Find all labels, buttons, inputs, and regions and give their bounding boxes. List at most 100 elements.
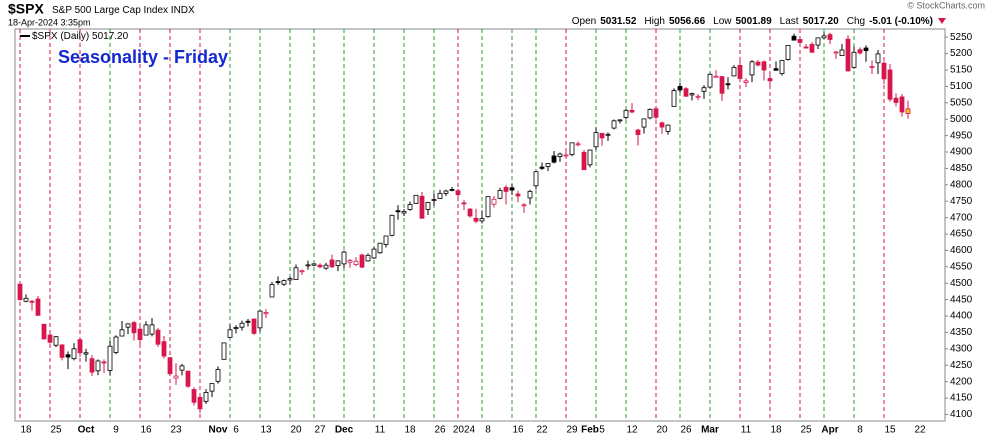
x-tick-label: 25 — [800, 425, 812, 436]
candle-body — [137, 328, 143, 341]
candle-body — [461, 202, 467, 205]
candle-body — [779, 60, 785, 75]
candle-body — [233, 327, 239, 329]
candle-body — [335, 260, 341, 266]
quote-label: Low — [713, 16, 732, 27]
candle-body — [149, 324, 155, 335]
candle-body — [71, 348, 77, 360]
candle-body — [311, 263, 317, 266]
candle-body — [551, 155, 557, 163]
candle-body — [395, 210, 401, 213]
candle-body — [197, 396, 203, 410]
candle-body — [797, 39, 803, 43]
candle-body — [707, 73, 713, 88]
x-tick-label: 16 — [512, 425, 524, 436]
x-tick-label: 25 — [50, 425, 62, 436]
candle-body — [593, 132, 599, 148]
candle-body — [545, 163, 551, 167]
y-tick-label: 4900 — [950, 147, 973, 158]
x-tick-label: 5 — [599, 425, 605, 436]
candle-body — [533, 171, 539, 187]
candle-body — [365, 254, 371, 262]
candle-body — [683, 88, 689, 97]
candle-body — [521, 204, 527, 207]
y-tick-label: 4650 — [950, 229, 973, 240]
candle-body — [467, 208, 473, 217]
y-tick-label: 4450 — [950, 294, 973, 305]
candle-body — [641, 118, 647, 128]
candle-body — [515, 193, 521, 197]
candle-body — [209, 383, 215, 392]
x-tick-label: 6 — [233, 425, 239, 436]
candle-body — [227, 329, 233, 338]
chart-title: Seasonality - Friday — [58, 47, 228, 67]
candle-body — [203, 392, 209, 402]
down-arrow — [938, 18, 946, 24]
y-tick-label: 5150 — [950, 65, 973, 76]
candle-body — [491, 198, 497, 205]
y-tick-label: 5100 — [950, 81, 973, 92]
y-tick-label: 4950 — [950, 130, 973, 141]
y-tick-label: 4550 — [950, 261, 973, 272]
candle-body — [869, 65, 875, 68]
y-tick-label: 5000 — [950, 114, 973, 125]
candle-body — [317, 264, 323, 268]
candle-body — [89, 358, 95, 373]
x-tick-label: 18 — [404, 425, 416, 436]
candle-body — [263, 312, 269, 315]
x-tick-label: 8 — [485, 425, 491, 436]
x-tick-label: 29 — [566, 425, 578, 436]
candle-body — [113, 336, 119, 353]
x-tick-label: Oct — [78, 425, 95, 436]
candle-body — [725, 83, 731, 86]
plot-frame — [14, 28, 946, 422]
x-tick-label: Nov — [209, 425, 228, 436]
symbol: $SPX — [8, 1, 44, 17]
candle-body — [773, 68, 779, 71]
candle-body — [425, 202, 431, 210]
y-tick-label: 4400 — [950, 311, 973, 322]
candle-body — [131, 322, 137, 334]
candle-body — [161, 341, 167, 357]
candle-body — [881, 62, 887, 80]
candle-body — [761, 61, 767, 71]
x-tick-label: 13 — [260, 425, 272, 436]
candle-body — [827, 34, 833, 40]
candle-body — [419, 195, 425, 219]
candle-body — [65, 354, 71, 358]
candle-body — [329, 259, 335, 268]
candle-body — [449, 189, 455, 191]
candle-body — [719, 76, 725, 94]
quote-value: 5031.52 — [600, 16, 637, 27]
candle-body — [59, 344, 65, 358]
x-tick-label: 22 — [914, 425, 926, 436]
quote-value: 5017.20 — [803, 16, 840, 27]
candle-body — [293, 267, 299, 281]
y-tick-label: 4500 — [950, 278, 973, 289]
candle-body — [455, 190, 461, 196]
candle-body — [527, 190, 533, 199]
candles — [17, 32, 911, 414]
quote-label: Open — [572, 16, 596, 27]
friday-lines — [19, 29, 885, 421]
candle-body — [557, 153, 563, 158]
y-tick-label: 4200 — [950, 376, 973, 387]
candle-body — [611, 120, 617, 129]
candle-body — [143, 324, 149, 336]
candle-body — [737, 65, 743, 79]
candle-body — [899, 96, 905, 113]
candle-body — [53, 336, 59, 346]
candle-body — [833, 51, 839, 54]
y-tick-label: 4250 — [950, 360, 973, 371]
candle-body — [287, 278, 293, 281]
candle-body — [803, 46, 809, 49]
candle-body — [239, 322, 245, 328]
candle-body — [431, 199, 437, 201]
x-tick-label: 23 — [170, 425, 182, 436]
candle-body — [689, 93, 695, 96]
exchange: INDX — [171, 5, 195, 16]
candle-body — [95, 360, 101, 372]
candle-body — [299, 270, 305, 273]
candle-body — [821, 35, 827, 39]
